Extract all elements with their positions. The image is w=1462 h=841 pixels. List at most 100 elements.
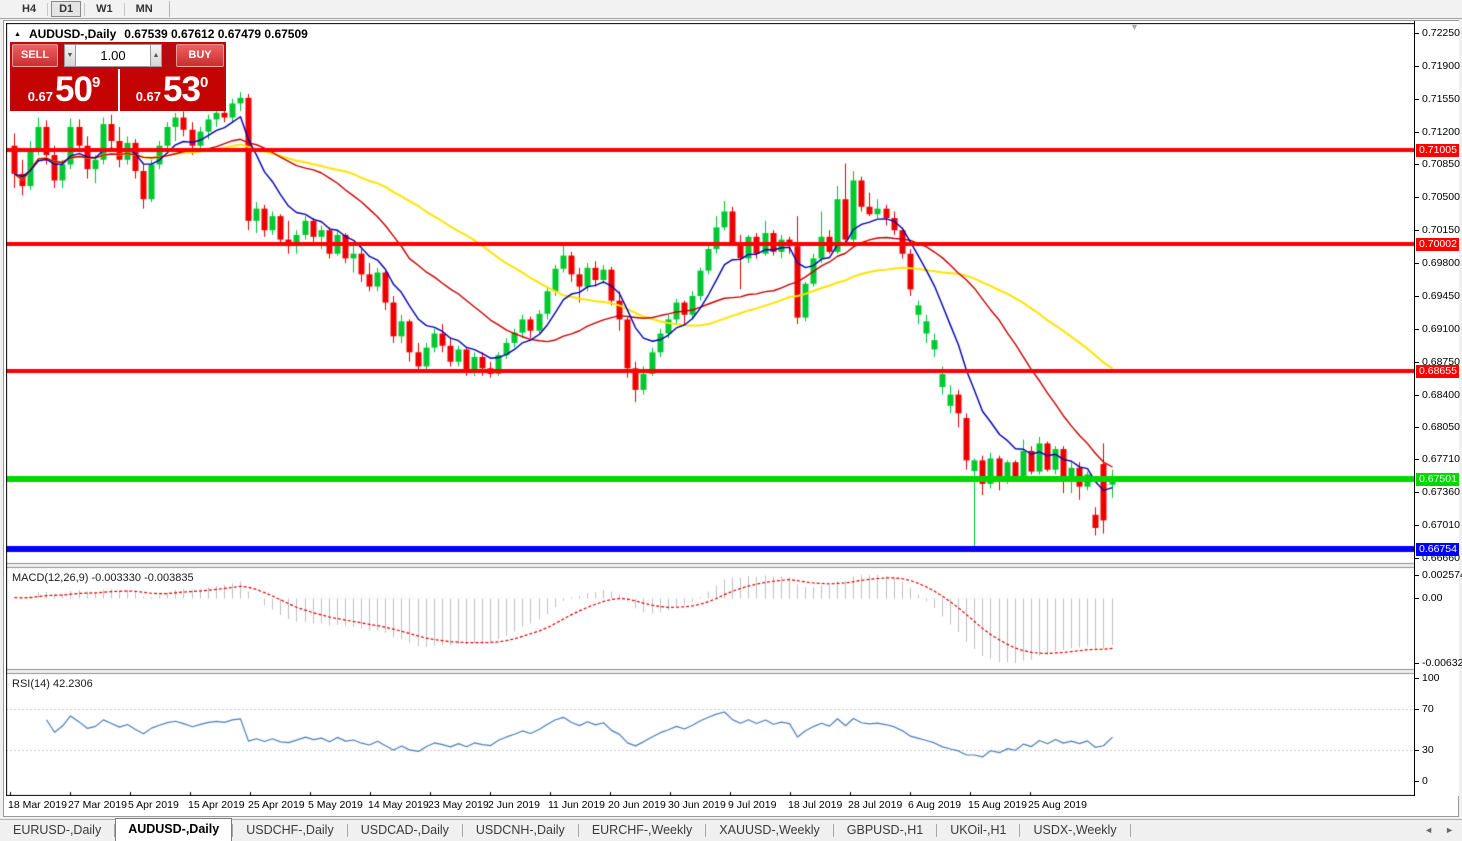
collapse-panel-icon[interactable]: ▲ bbox=[14, 30, 21, 38]
tab-scroll-right-icon[interactable]: ► bbox=[1445, 825, 1454, 835]
price-level-label: 0.68655 bbox=[1416, 365, 1459, 378]
date-label: 9 Jul 2019 bbox=[728, 799, 777, 811]
timeframe-button-w1[interactable]: W1 bbox=[96, 3, 113, 15]
chart-tab-bar: EURUSD-,Daily AUDUSD-,Daily USDCHF-,Daily U… bbox=[0, 818, 1462, 841]
tab-divider bbox=[936, 824, 938, 837]
price-axis-tick: 0.69450 bbox=[1415, 290, 1460, 302]
chart-tab-audusd-daily[interactable]: AUDUSD-,Daily bbox=[115, 818, 233, 841]
tab-divider bbox=[114, 824, 116, 837]
date-label: 15 Apr 2019 bbox=[188, 799, 245, 811]
chart-title: ▲ AUDUSD-,Daily 0.67539 0.67612 0.67479 … bbox=[14, 27, 308, 41]
chart-tab-usdcad-daily[interactable]: USDCAD-,Daily bbox=[360, 823, 449, 837]
chart-tab-eurchf-weekly[interactable]: EURCHF-,Weekly bbox=[591, 823, 693, 837]
rsi-axis-tick: 100 bbox=[1415, 672, 1440, 684]
price-level-label: 0.70002 bbox=[1416, 238, 1459, 251]
date-label: 20 Jun 2019 bbox=[608, 799, 666, 811]
tab-divider bbox=[577, 824, 579, 837]
chart-window: ▲ AUDUSD-,Daily 0.67539 0.67612 0.67479 … bbox=[3, 20, 1462, 817]
date-label: 27 Mar 2019 bbox=[68, 799, 127, 811]
chart-tab-eurusd-daily[interactable]: EURUSD-,Daily bbox=[13, 823, 102, 837]
macd-indicator-label: MACD(12,26,9) -0.003330 -0.003835 bbox=[12, 572, 194, 584]
volume-decrease-button[interactable]: ▼ bbox=[64, 44, 76, 67]
date-label: 6 Aug 2019 bbox=[908, 799, 962, 811]
toolbar-divider bbox=[47, 2, 49, 16]
tab-divider bbox=[346, 824, 348, 837]
chart-quote-values: 0.67539 0.67612 0.67479 0.67509 bbox=[124, 27, 308, 41]
price-axis-tick: 0.71550 bbox=[1415, 93, 1460, 105]
sell-price-main: 50 bbox=[55, 70, 93, 109]
buy-button[interactable]: BUY bbox=[176, 44, 224, 67]
price-level-label: 0.67501 bbox=[1416, 473, 1459, 486]
price-level-label: 0.71005 bbox=[1416, 144, 1459, 157]
chart-tab-xauusd-weekly[interactable]: XAUUSD-,Weekly bbox=[719, 823, 820, 837]
date-label: 23 May 2019 bbox=[428, 799, 489, 811]
toolbar-divider bbox=[84, 2, 86, 16]
date-label: 2 Jun 2019 bbox=[488, 799, 540, 811]
tab-divider bbox=[705, 824, 707, 837]
price-axis-tick: 0.68400 bbox=[1415, 389, 1460, 401]
price-level-label: 0.66754 bbox=[1416, 543, 1459, 556]
tab-divider bbox=[1019, 824, 1021, 837]
date-label: 14 May 2019 bbox=[368, 799, 429, 811]
buy-price-main: 53 bbox=[163, 70, 201, 109]
price-axis-tick: 0.69100 bbox=[1415, 323, 1460, 335]
rsi-axis-tick: 0 bbox=[1415, 775, 1428, 787]
chart-tab-usdchf-daily[interactable]: USDCHF-,Daily bbox=[246, 823, 334, 837]
tab-divider bbox=[832, 824, 834, 837]
date-label: 28 Jul 2019 bbox=[848, 799, 903, 811]
tab-divider bbox=[461, 824, 463, 837]
price-axis-tick: 0.69800 bbox=[1415, 257, 1460, 269]
date-axis[interactable]: 18 Mar 2019 27 Mar 2019 5 Apr 2019 15 Apr 2… bbox=[4, 796, 1457, 815]
date-label: 5 Apr 2019 bbox=[128, 799, 179, 811]
rsi-axis-tick: 70 bbox=[1415, 703, 1434, 715]
toolbar-divider bbox=[168, 1, 170, 17]
date-label: 15 Aug 2019 bbox=[968, 799, 1027, 811]
date-label: 5 May 2019 bbox=[308, 799, 363, 811]
volume-input[interactable] bbox=[76, 44, 150, 67]
sell-button[interactable]: SELL bbox=[12, 44, 58, 67]
chart-symbol-label: AUDUSD-,Daily bbox=[28, 27, 117, 41]
one-click-trade-panel: SELL ▼ ▲ BUY 0.67 50 9 0.67 53 0 bbox=[10, 42, 226, 111]
tab-scroll-left-icon[interactable]: ◄ bbox=[1424, 825, 1434, 835]
price-chart-canvas[interactable] bbox=[6, 23, 1414, 796]
chart-tab-ukoil-h1[interactable]: UKOil-,H1 bbox=[950, 823, 1007, 837]
price-axis-tick: 0.72250 bbox=[1415, 27, 1460, 39]
chart-shift-marker-icon[interactable]: ▼ bbox=[1130, 22, 1139, 32]
macd-axis-tick: -0.006326 bbox=[1415, 657, 1462, 669]
tab-divider bbox=[1129, 824, 1131, 837]
tab-divider bbox=[232, 824, 234, 837]
price-axis-tick: 0.67710 bbox=[1415, 453, 1460, 465]
timeframe-button-mn[interactable]: MN bbox=[135, 3, 153, 15]
sell-price-sup: 9 bbox=[91, 73, 101, 91]
price-axis-tick: 0.71900 bbox=[1415, 60, 1460, 72]
price-axis-tick: 0.68050 bbox=[1415, 421, 1460, 433]
date-label: 25 Aug 2019 bbox=[1028, 799, 1087, 811]
price-axis-tick: 0.67360 bbox=[1415, 486, 1460, 498]
rsi-axis-tick: 30 bbox=[1415, 744, 1434, 756]
buy-price-prefix: 0.67 bbox=[135, 88, 162, 104]
date-label: 18 Mar 2019 bbox=[8, 799, 67, 811]
timeframe-button-h4[interactable]: H4 bbox=[22, 3, 37, 15]
timeframe-toolbar: H4 D1 W1 MN bbox=[0, 0, 1462, 19]
macd-axis-tick: 0.00 bbox=[1415, 592, 1442, 604]
price-axis-tick: 0.71200 bbox=[1415, 126, 1460, 138]
date-label: 18 Jul 2019 bbox=[788, 799, 843, 811]
date-label: 30 Jun 2019 bbox=[668, 799, 726, 811]
toolbar-divider bbox=[123, 2, 125, 16]
rsi-indicator-label: RSI(14) 42.2306 bbox=[12, 678, 93, 690]
chart-tab-gbpusd-h1[interactable]: GBPUSD-,H1 bbox=[846, 823, 924, 837]
timeframe-button-d1[interactable]: D1 bbox=[51, 1, 82, 17]
date-label: 25 Apr 2019 bbox=[248, 799, 305, 811]
price-axis-tick: 0.70150 bbox=[1415, 224, 1460, 236]
price-axis-tick: 0.70500 bbox=[1415, 191, 1460, 203]
price-axis-tick: 0.67010 bbox=[1415, 519, 1460, 531]
date-label: 11 Jun 2019 bbox=[548, 799, 606, 811]
volume-increase-button[interactable]: ▲ bbox=[150, 44, 162, 67]
chart-tab-usdx-weekly[interactable]: USDX-,Weekly bbox=[1033, 823, 1117, 837]
sell-price-prefix: 0.67 bbox=[27, 88, 54, 104]
macd-axis-tick: 0.002574 bbox=[1415, 569, 1462, 581]
sell-price-display[interactable]: 0.67 50 9 bbox=[12, 69, 116, 111]
buy-price-display[interactable]: 0.67 53 0 bbox=[118, 69, 224, 111]
price-axis[interactable]: 0.72250 0.71900 0.71550 0.71200 0.70850 0.705… bbox=[1414, 21, 1462, 796]
chart-tab-usdcnh-daily[interactable]: USDCNH-,Daily bbox=[475, 823, 565, 837]
